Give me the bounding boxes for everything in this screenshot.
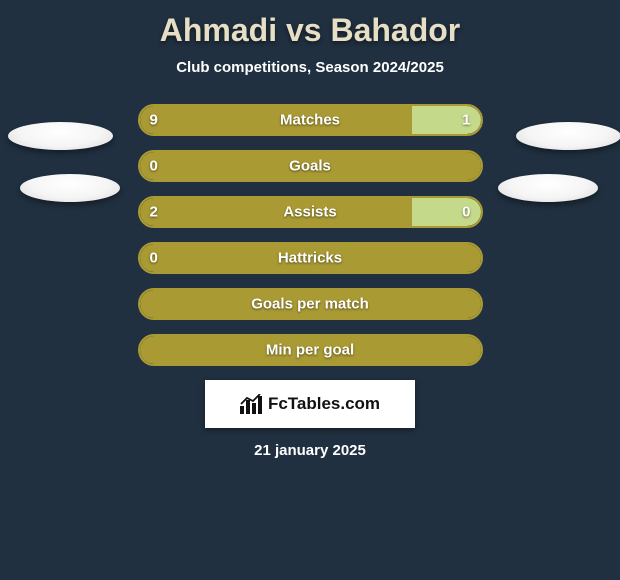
- brand-badge: FcTables.com: [205, 380, 415, 428]
- stat-label: Matches: [280, 112, 340, 129]
- brand-chart-icon: [240, 394, 262, 414]
- stat-value-right: 0: [462, 204, 470, 221]
- stat-label: Goals: [289, 158, 331, 175]
- stat-fill-left: [140, 198, 413, 226]
- stat-fill-left: [140, 106, 413, 134]
- stat-bar: Hattricks 0: [138, 242, 483, 274]
- stat-bar: Goals per match: [138, 288, 483, 320]
- stat-label: Min per goal: [266, 342, 354, 359]
- stat-row: Goals per match: [0, 288, 620, 320]
- stat-bar: Goals 0: [138, 150, 483, 182]
- stat-label: Goals per match: [251, 296, 369, 313]
- stat-value-left: 0: [150, 250, 158, 267]
- stat-bar: Matches 9 1: [138, 104, 483, 136]
- stat-label: Assists: [283, 204, 336, 221]
- stat-row: Min per goal: [0, 334, 620, 366]
- stat-value-left: 2: [150, 204, 158, 221]
- stat-value-left: 9: [150, 112, 158, 129]
- brand-text: FcTables.com: [268, 394, 380, 414]
- stat-row: Hattricks 0: [0, 242, 620, 274]
- page-title: Ahmadi vs Bahador: [0, 0, 620, 49]
- stat-row: Goals 0: [0, 150, 620, 182]
- stat-value-right: 1: [462, 112, 470, 129]
- stat-row: Matches 9 1: [0, 104, 620, 136]
- stat-bar: Min per goal: [138, 334, 483, 366]
- stat-label: Hattricks: [278, 250, 342, 267]
- footer-date: 21 january 2025: [0, 442, 620, 459]
- stat-row: Assists 2 0: [0, 196, 620, 228]
- stat-bar: Assists 2 0: [138, 196, 483, 228]
- stat-value-left: 0: [150, 158, 158, 175]
- page-subtitle: Club competitions, Season 2024/2025: [0, 59, 620, 76]
